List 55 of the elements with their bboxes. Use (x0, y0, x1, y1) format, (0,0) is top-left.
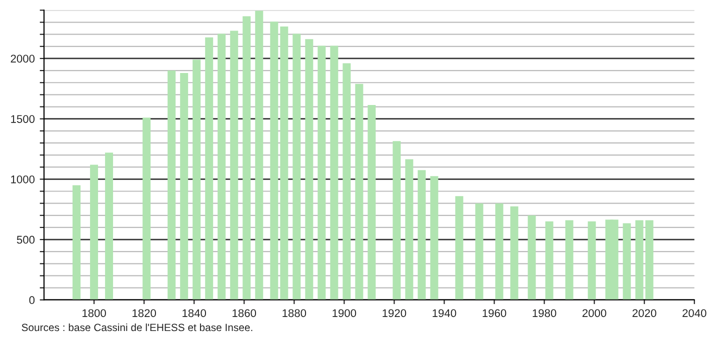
bar (192, 60, 201, 300)
x-tick-label: 1820 (132, 309, 156, 318)
y-tick-label: 0 (29, 296, 35, 304)
x-tick-label: 1980 (532, 309, 556, 318)
x-tick-label: 2000 (582, 309, 606, 318)
bar (305, 39, 314, 300)
bar (418, 170, 426, 300)
x-tick-label: 2040 (682, 309, 706, 318)
bar (405, 159, 414, 300)
bar (330, 46, 338, 300)
bar (280, 26, 288, 300)
bar (455, 196, 464, 300)
x-tick-label: 1960 (482, 309, 506, 318)
bar (475, 203, 484, 300)
bar (635, 220, 644, 300)
y-tick-label: 1500 (11, 115, 35, 123)
bar (342, 63, 351, 300)
bar (355, 84, 364, 300)
bar (430, 176, 438, 300)
x-tick-label: 1860 (232, 309, 256, 318)
bar (528, 215, 536, 300)
bar (292, 34, 301, 300)
y-tick-label: 1000 (11, 175, 35, 184)
bar (368, 104, 376, 300)
bar (142, 118, 151, 300)
bar (255, 10, 264, 300)
bar (270, 22, 278, 300)
bar (218, 34, 226, 300)
x-tick-label: 1940 (432, 309, 456, 318)
bar (105, 152, 114, 300)
bar (90, 164, 98, 300)
x-tick-label: 1800 (82, 309, 106, 318)
bar (242, 16, 251, 300)
y-tick-label: 500 (16, 236, 35, 244)
bar (495, 203, 504, 300)
source-note: Sources : base Cassini de l'EHESS et base Insee. (22, 323, 252, 332)
bar (510, 206, 518, 300)
bar (72, 185, 81, 300)
bar (622, 223, 631, 300)
bar (392, 141, 401, 300)
x-tick-label: 1880 (282, 309, 306, 318)
x-tick-label: 1920 (382, 309, 406, 318)
bar (180, 72, 188, 300)
bar (205, 37, 214, 300)
x-tick-label: 1840 (182, 309, 206, 318)
bar (545, 221, 554, 300)
bar (318, 46, 326, 300)
bar (168, 70, 176, 300)
x-tick-label: 2020 (632, 309, 656, 318)
bar (588, 221, 596, 300)
x-tick-label: 1900 (332, 309, 356, 318)
bar (565, 220, 574, 300)
y-tick-label: 2000 (10, 54, 35, 63)
bar (645, 220, 654, 300)
bar (230, 30, 238, 300)
